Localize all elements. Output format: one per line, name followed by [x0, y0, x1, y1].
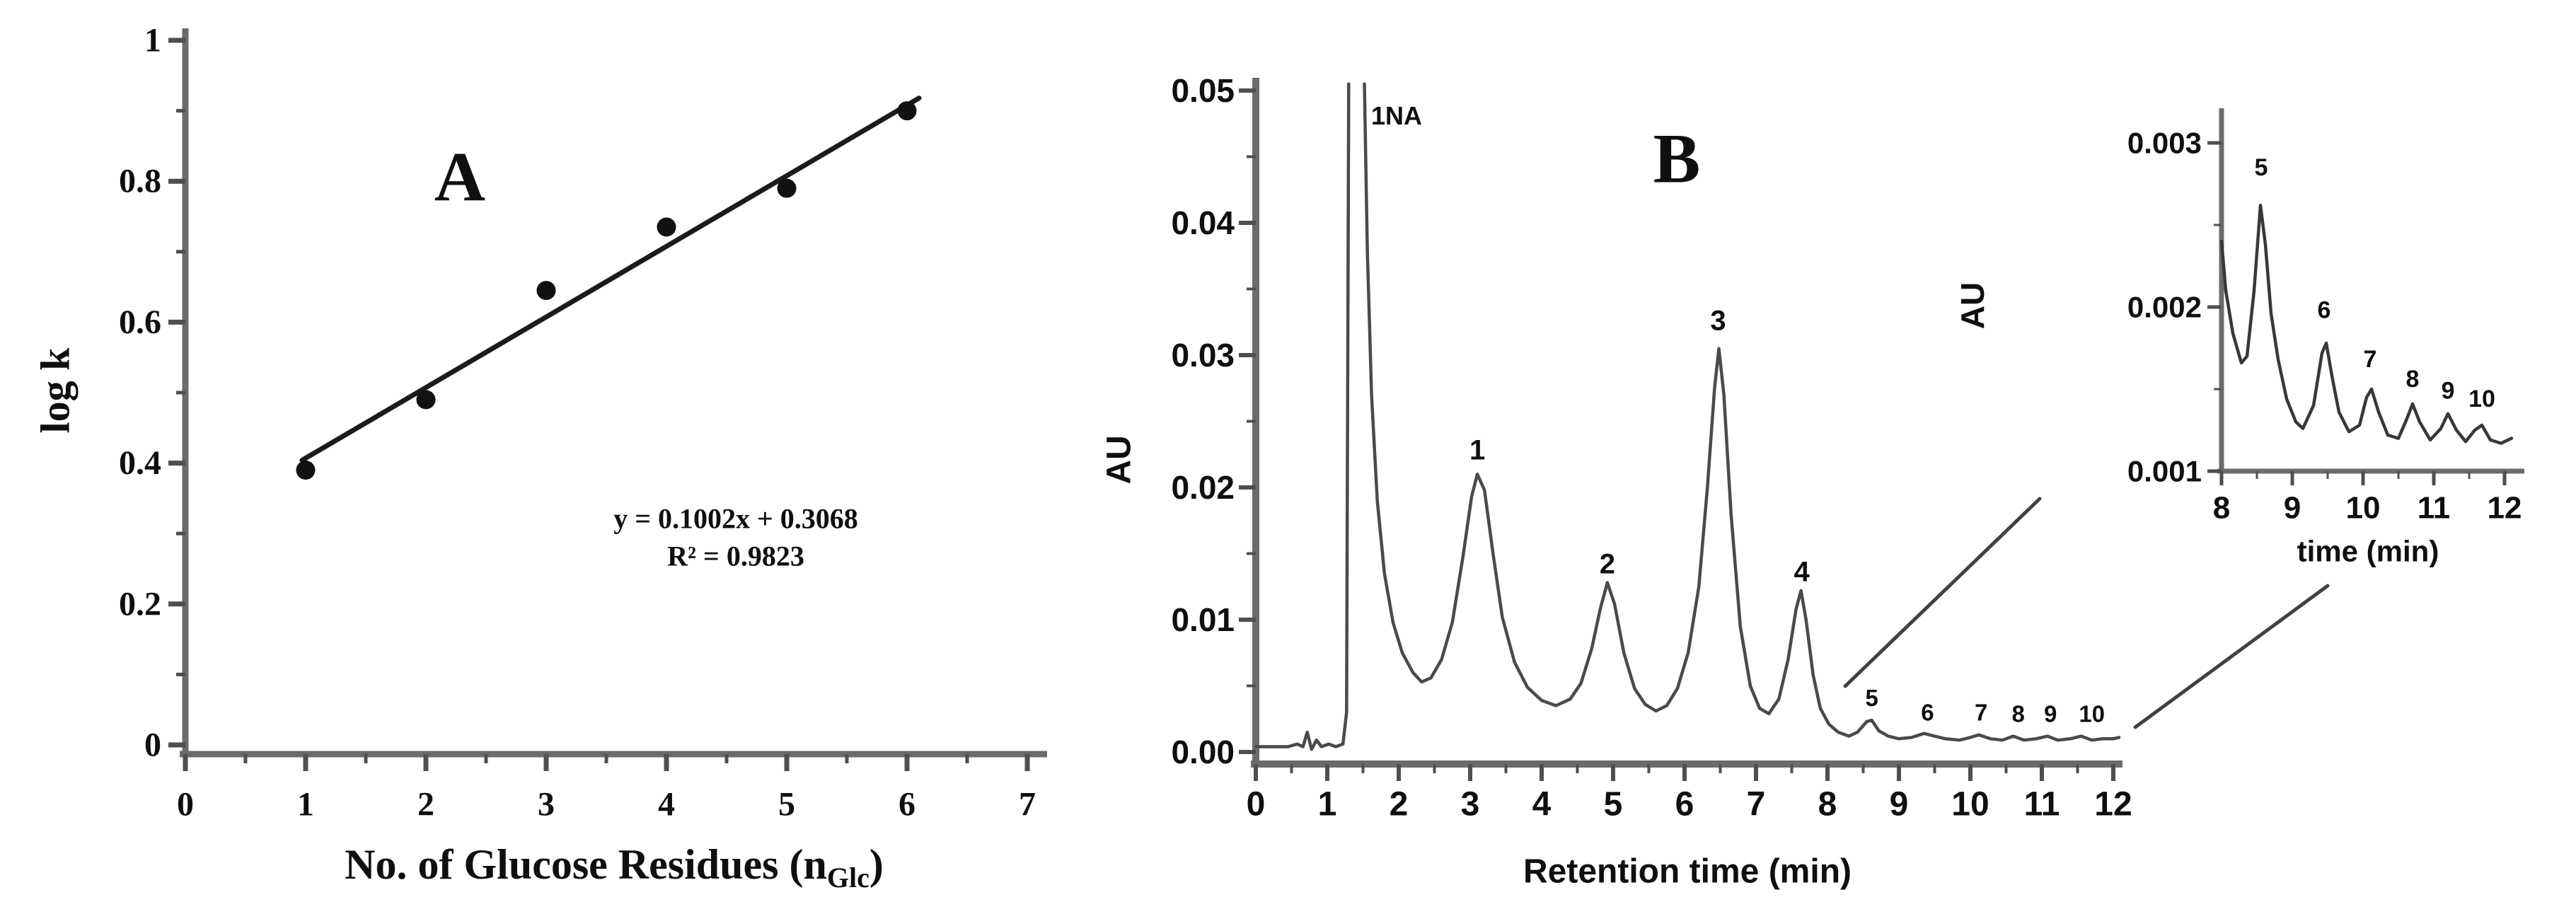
y-axis-tick-label: 0.6	[119, 303, 161, 341]
x-axis-tick-label: 6	[899, 786, 916, 823]
y-axis-tick-label: 0.2	[119, 585, 161, 623]
y-axis-tick-label: 0.01	[1171, 601, 1235, 638]
peak-label: 10	[2468, 386, 2495, 412]
x-axis-tick-label: 11	[2418, 491, 2451, 526]
peak-label: 2	[1600, 548, 1615, 579]
panel-a-scatter-plot: 0 0.2 0.4 0.6 0.8 1 0 1 2 3 4 5 6 7	[119, 22, 1047, 823]
y-axis-tick-label: 0.00	[1171, 734, 1235, 770]
y-axis-tick-label: 0.05	[1171, 72, 1235, 109]
peak-label: 8	[2406, 366, 2420, 393]
peak-label: 9	[2442, 377, 2455, 404]
panel-a-x-axis-title-subscript: Glc	[827, 862, 870, 893]
x-axis-tick-label: 3	[538, 786, 555, 823]
y-axis-tick-label: 0.002	[2127, 291, 2202, 324]
x-axis-tick-label: 0	[1247, 786, 1266, 823]
data-point	[536, 281, 556, 301]
peak-label: 6	[1921, 699, 1934, 725]
x-axis-tick-label: 0	[177, 786, 194, 823]
panel-a-x-axis-title-main: No. of Glucose Residues (n	[345, 841, 827, 888]
data-point	[416, 390, 436, 410]
inset-y-axis-title: AU	[1954, 282, 1991, 329]
peak-label: 9	[2044, 700, 2057, 727]
x-axis-tick-label: 1	[1318, 786, 1337, 823]
x-axis-tick-label: 12	[2488, 491, 2522, 526]
y-axis-tick-label: 0.02	[1171, 469, 1235, 506]
zoom-connector-lines	[1843, 497, 2330, 729]
x-axis-tick-label: 11	[2024, 786, 2060, 823]
x-axis-tick-label: 9	[1890, 786, 1909, 823]
fit-line	[299, 96, 922, 463]
x-axis-tick-label: 2	[417, 786, 434, 823]
panel-b-x-axis-title: Retention time (min)	[1523, 853, 1852, 891]
y-axis-tick-label: 0.001	[2127, 455, 2202, 488]
peak-label: 5	[1865, 685, 1878, 711]
panel-a-y-axis-title: log k	[33, 347, 79, 434]
peak-label: 5	[2255, 154, 2268, 181]
inset-x-axis-title: time (min)	[2297, 535, 2439, 568]
chromatogram-trace	[2219, 203, 2514, 445]
peak-label: 7	[2364, 346, 2377, 373]
data-point	[296, 461, 316, 480]
panel-a-x-axis-title-end: )	[870, 841, 884, 888]
x-axis-tick-label: 8	[1818, 786, 1837, 823]
panel-b-label: B	[1653, 120, 1701, 198]
zoom-connector-line	[2133, 584, 2330, 729]
x-axis-tick-label: 5	[1604, 786, 1623, 823]
y-axis-tick-label: 0	[144, 727, 161, 764]
x-axis-tick-label: 4	[1532, 786, 1552, 823]
panel-a-x-axis-title: No. of Glucose Residues (nGlc)	[345, 841, 884, 893]
x-axis-tick-label: 10	[1951, 786, 1989, 823]
y-axis-tick-label: 0.04	[1171, 204, 1235, 241]
x-axis-tick-label: 7	[1747, 786, 1766, 823]
x-axis-tick-label: 12	[2094, 786, 2132, 823]
panel-b-chromatogram: 0.000.010.020.030.040.050 1 2 3 4 5 6 7 8 9 10 11 12…	[1171, 72, 2132, 823]
x-axis-tick-label: 9	[2284, 491, 2301, 526]
peak-label: 8	[2011, 700, 2024, 727]
x-axis-tick-label: 1	[297, 786, 314, 823]
data-point	[897, 101, 917, 121]
x-axis-tick-label: 2	[1390, 786, 1409, 823]
y-axis-tick-label: 0.8	[119, 163, 161, 200]
x-axis-tick-label: 4	[658, 786, 675, 823]
peak-label: 7	[1975, 699, 1987, 725]
y-axis-tick-label: 0.003	[2127, 127, 2202, 160]
x-axis-tick-label: 7	[1019, 786, 1036, 823]
chromatogram-trace	[1254, 82, 1351, 751]
panel-a-label: A	[434, 138, 485, 216]
x-axis-tick-label: 5	[778, 786, 795, 823]
chromatogram-trace	[1363, 82, 2121, 742]
data-point	[657, 217, 676, 237]
y-axis-tick-label: 1	[144, 22, 161, 59]
panel-b-y-axis-title: AU	[1101, 435, 1138, 484]
x-axis-tick-label: 8	[2213, 491, 2230, 526]
panel-a-r-squared: R² = 0.9823	[667, 540, 804, 572]
x-axis-tick-label: 6	[1675, 786, 1694, 823]
x-axis-tick-label: 3	[1461, 786, 1480, 823]
zoom-connector-line	[1843, 497, 2042, 688]
x-axis-tick-label: 10	[2346, 491, 2381, 526]
peak-label: 10	[2079, 700, 2105, 727]
panel-a-fit-equation: y = 0.1002x + 0.3068	[613, 503, 858, 535]
data-point	[777, 178, 797, 198]
y-axis-tick-label: 0.03	[1171, 337, 1235, 374]
peak-label: 6	[2318, 297, 2331, 324]
peak-label: 3	[1710, 305, 1726, 336]
peak-label: 1NA	[1371, 101, 1422, 130]
y-axis-tick-label: 0.4	[119, 444, 161, 482]
peak-label: 4	[1794, 557, 1810, 588]
peak-label: 1	[1469, 435, 1485, 466]
